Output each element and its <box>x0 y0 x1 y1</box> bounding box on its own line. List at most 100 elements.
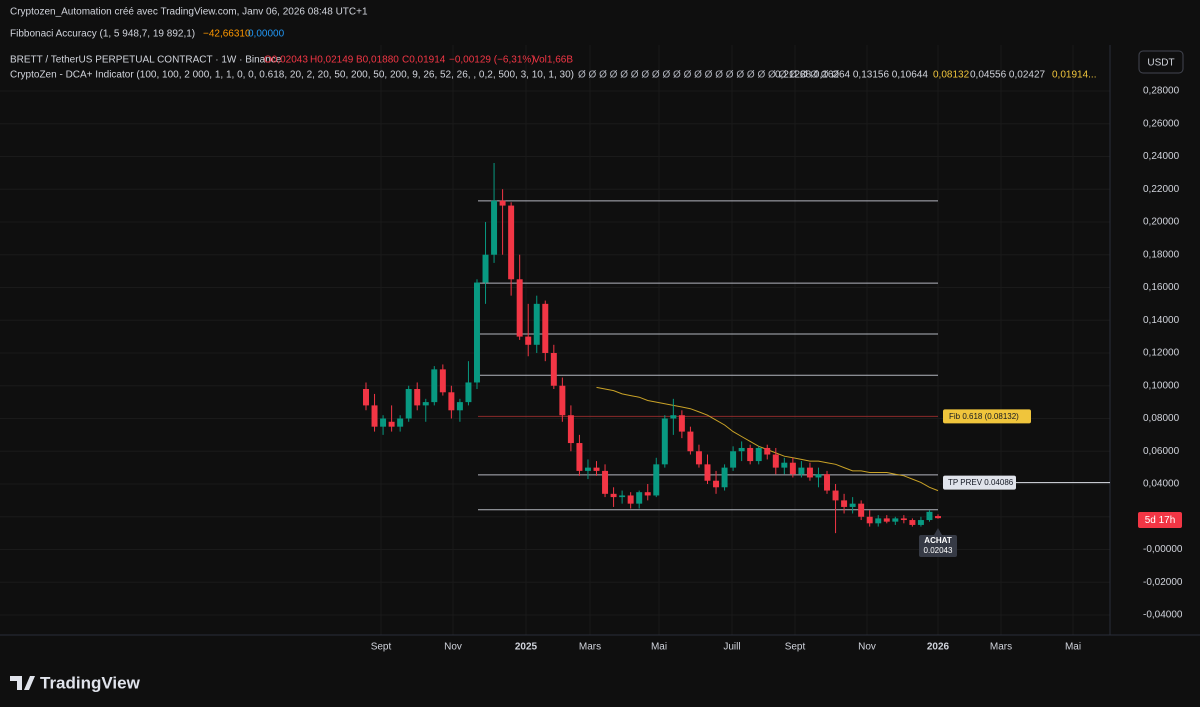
indicator-value: 0,01914... <box>1052 70 1096 81</box>
candle-body <box>431 369 438 403</box>
volume: Vol1,66B <box>533 55 573 66</box>
candle-body <box>798 467 805 475</box>
y-tick-label: 0,18000 <box>1143 249 1180 260</box>
candle-body <box>858 503 865 517</box>
candle-body <box>499 200 506 206</box>
candle-body <box>414 389 421 406</box>
fib-label: Fib 0.618 (0.08132) <box>949 412 1019 421</box>
candle-body <box>448 392 455 411</box>
candle-body <box>516 279 523 337</box>
candle-body <box>789 462 796 475</box>
candle-body <box>550 352 557 386</box>
tp-label: TP PREV 0.04086 <box>948 478 1014 487</box>
y-tick-label: 0,24000 <box>1143 151 1180 162</box>
candle-body <box>772 454 779 468</box>
candle-body <box>738 447 745 452</box>
indicator-value: 0,21288 0,16264 0,13156 0,10644 <box>775 70 928 81</box>
candle-body <box>610 493 617 498</box>
achat-title: ACHAT <box>924 536 952 545</box>
candle-body <box>371 405 378 427</box>
y-tick-label: 0,12000 <box>1143 348 1180 359</box>
indicator-value: 0,00000 <box>248 29 285 40</box>
y-tick-label: 0,16000 <box>1143 282 1180 293</box>
candle-body <box>380 418 387 427</box>
candle-body <box>491 200 498 255</box>
candle-body <box>397 418 404 427</box>
candle-body <box>935 516 941 519</box>
x-tick-label: Juill <box>723 642 740 653</box>
x-tick-label: Mai <box>651 642 667 653</box>
x-tick-label: Mai <box>1065 642 1081 653</box>
candle-body <box>363 389 369 406</box>
candle-body <box>909 520 916 525</box>
candle-body <box>644 492 651 496</box>
candle-body <box>824 474 831 491</box>
indicator-name: CryptoZen - DCA+ Indicator (100, 100, 2 … <box>10 70 574 81</box>
x-tick-label: 2026 <box>927 642 950 653</box>
candle-body <box>841 500 848 507</box>
countdown: 5d 17h <box>1145 515 1176 526</box>
ohlc-open: O0,02043 <box>264 55 308 66</box>
ohlc-high: H0,02149 <box>310 55 354 66</box>
candle-body <box>704 464 711 481</box>
x-tick-label: Mars <box>579 642 601 653</box>
candle-body <box>636 492 643 504</box>
candle-body <box>687 431 694 452</box>
candle-body <box>559 385 566 416</box>
candle-body <box>695 451 702 465</box>
brand-logo <box>10 676 35 690</box>
candle-body <box>388 421 395 427</box>
candle-body <box>584 467 591 471</box>
ohlc-low: B0,01880 <box>356 55 399 66</box>
candle-body <box>832 490 839 501</box>
candle-body <box>619 495 626 498</box>
candle-body <box>721 467 728 488</box>
x-tick-label: Mars <box>990 642 1012 653</box>
achat-price: 0.02043 <box>924 546 953 555</box>
indicator-value: 0,04556 0,02427 <box>970 70 1046 81</box>
candle-body <box>482 254 489 283</box>
candle-body <box>747 447 754 462</box>
indicator-na: Ø Ø Ø Ø Ø Ø Ø Ø Ø Ø Ø Ø Ø Ø Ø Ø Ø Ø Ø Ø … <box>578 70 839 81</box>
candle-body <box>764 447 771 455</box>
x-tick-label: 2025 <box>515 642 538 653</box>
brand: TradingView <box>40 673 141 692</box>
candle-body <box>456 402 463 411</box>
achat-badge <box>919 535 957 557</box>
indicator-value: 0,08132 <box>933 70 970 81</box>
byline: Cryptozen_Automation créé avec TradingVi… <box>10 7 368 18</box>
candle-body <box>422 402 429 406</box>
ohlc-close: C0,01914 <box>402 55 446 66</box>
y-tick-label: 0,10000 <box>1143 380 1180 391</box>
candle-body <box>926 511 933 521</box>
candle-body <box>602 470 609 494</box>
candle-body <box>866 516 873 524</box>
indicator-value: −42,66310 <box>203 29 251 40</box>
candle-body <box>883 518 890 522</box>
y-tick-label: -0,02000 <box>1143 577 1183 588</box>
candle-body <box>567 415 574 444</box>
y-tick-label: 0,14000 <box>1143 315 1180 326</box>
candle-body <box>875 518 882 524</box>
candle-body <box>508 205 515 280</box>
currency-box[interactable] <box>1138 50 1184 74</box>
candle-body <box>713 480 720 488</box>
currency[interactable]: USDT <box>1147 58 1174 69</box>
candle-body <box>533 303 540 345</box>
tp-badge <box>943 475 1016 490</box>
x-tick-label: Sept <box>371 642 392 653</box>
y-tick-label: 0,26000 <box>1143 118 1180 129</box>
candle-body <box>542 303 549 353</box>
candle-body <box>900 518 907 521</box>
candle-body <box>653 464 660 496</box>
candle-body <box>473 282 480 383</box>
candle-body <box>815 474 822 478</box>
candle-body <box>917 520 924 525</box>
symbol: BRETT / TetherUS PERPETUAL CONTRACT · 1W… <box>10 55 282 66</box>
candle-body <box>405 389 412 419</box>
candle-body <box>849 503 856 507</box>
candle-body <box>525 336 532 345</box>
